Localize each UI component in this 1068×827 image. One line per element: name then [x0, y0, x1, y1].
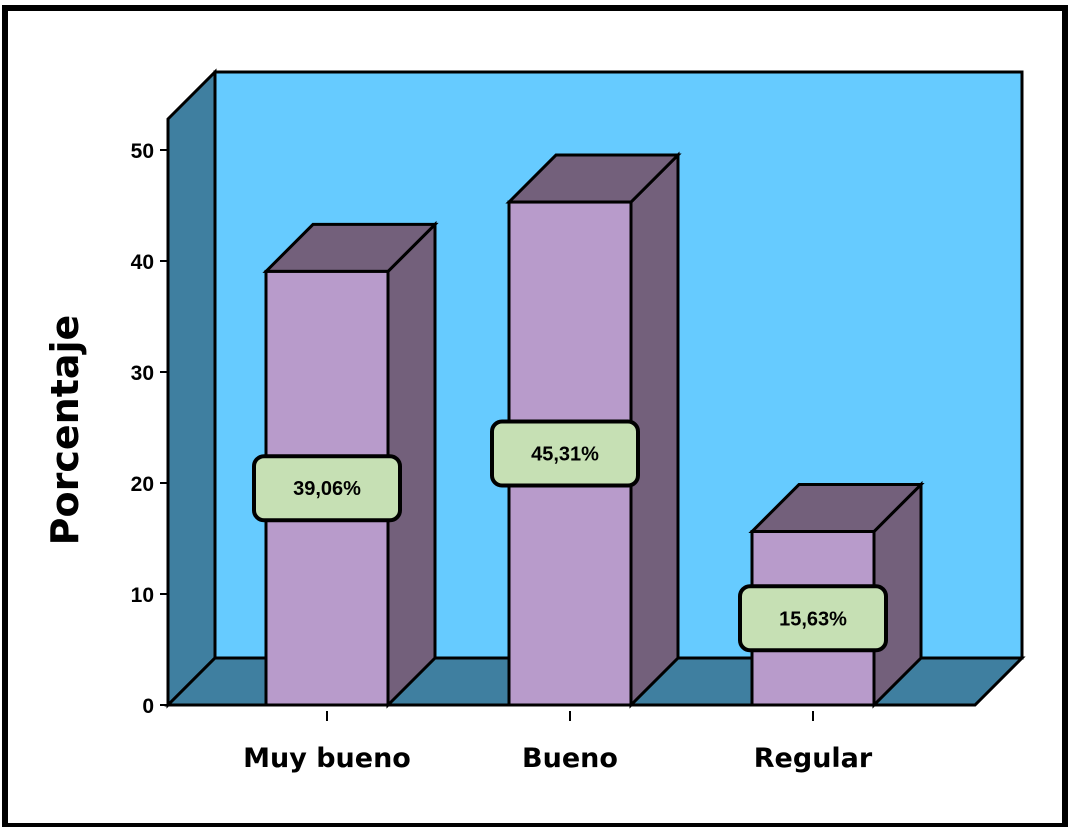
x-category-label: Bueno: [522, 743, 618, 774]
data-label-text: 45,31%: [531, 444, 599, 466]
bar-3: [748, 480, 925, 709]
x-category-label: Regular: [754, 743, 873, 774]
side-wall: [166, 68, 217, 709]
bars: 39,06% 45,31% 15,63%: [252, 151, 925, 709]
y-axis-label-group: Porcentaje: [43, 315, 87, 546]
y-axis-label: Porcentaje: [43, 315, 87, 546]
data-label-text: 15,63%: [779, 608, 847, 630]
data-label: 15,63%: [738, 584, 888, 653]
data-label-box: [738, 584, 888, 653]
data-label-box: [252, 454, 402, 523]
data-label-box: [490, 419, 640, 488]
y-axis: 0 10 20 30 40 50: [131, 140, 169, 718]
y-tick-label: 20: [131, 473, 154, 496]
data-label-text: 39,06%: [293, 478, 361, 500]
x-category-label: Muy bueno: [243, 743, 411, 774]
y-tick-label: 30: [131, 362, 154, 385]
y-tick-label: 10: [131, 584, 154, 607]
data-label: 45,31%: [490, 419, 640, 488]
data-label: 39,06%: [252, 454, 402, 523]
y-tick-label: 0: [142, 695, 154, 718]
x-axis: Muy bueno Bueno Regular: [243, 711, 873, 774]
y-tick-label: 40: [131, 251, 154, 274]
y-tick-label: 50: [131, 140, 154, 163]
